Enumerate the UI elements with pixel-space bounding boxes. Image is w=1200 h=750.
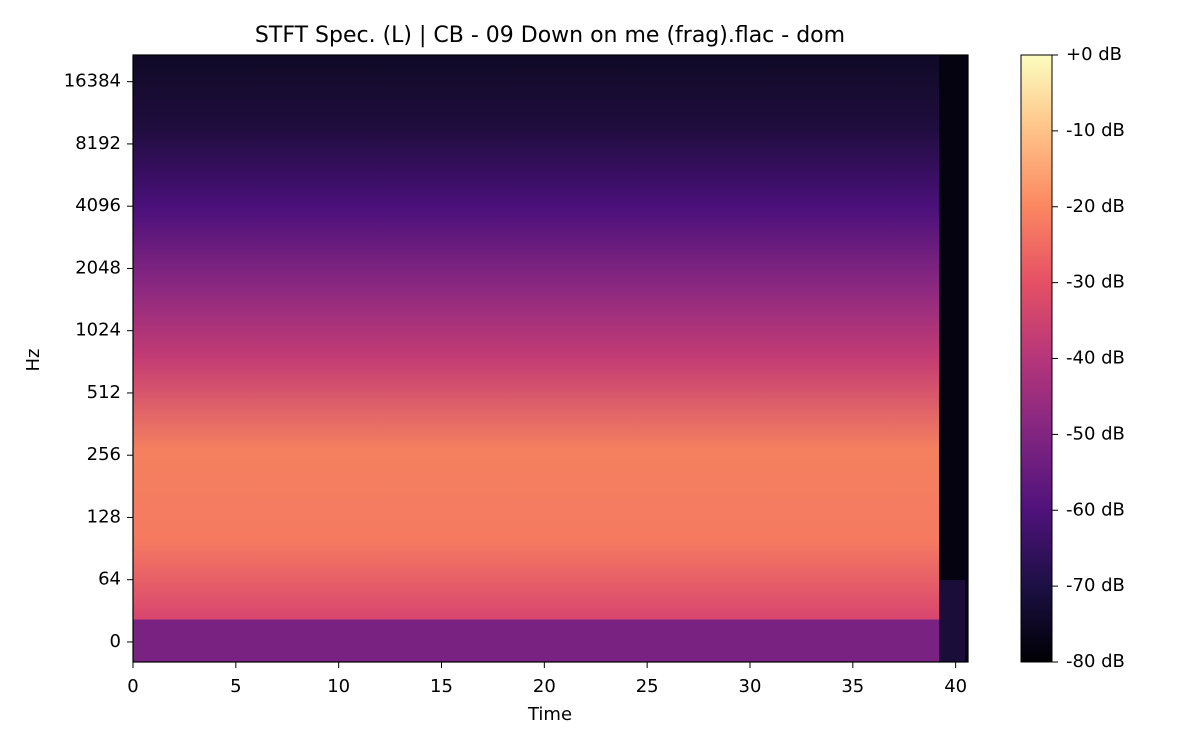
y-tick-label: 64 [98, 569, 121, 590]
colorbar-tick-label: -80 dB [1066, 651, 1125, 672]
y-tick-label: 8192 [75, 133, 121, 154]
colorbar-tick-label: -10 dB [1066, 120, 1125, 141]
x-tick-label: 30 [739, 676, 762, 697]
colorbar-tick-label: -40 dB [1066, 348, 1125, 369]
y-tick-label: 2048 [75, 257, 121, 278]
colorbar-tick-label: -20 dB [1066, 196, 1125, 217]
x-tick-label: 5 [230, 676, 241, 697]
x-axis-label: Time [527, 704, 572, 725]
plot-area [132, 54, 969, 663]
x-tick-label: 40 [944, 676, 967, 697]
x-tick-label: 35 [841, 676, 864, 697]
y-tick-label: 0 [110, 631, 121, 652]
chart-title: STFT Spec. (L) | CB - 09 Down on me (fra… [255, 23, 845, 48]
spectrogram-silence [939, 55, 968, 662]
x-tick-label: 10 [327, 676, 350, 697]
x-tick-label: 0 [127, 676, 138, 697]
axes-frame [132, 54, 969, 663]
y-tick-label: 128 [87, 506, 121, 527]
y-tick-label: 4096 [75, 195, 121, 216]
colorbar-tick-label: -30 dB [1066, 272, 1125, 293]
spectrogram-image [133, 55, 968, 662]
y-tick-label: 256 [87, 444, 121, 465]
colorbar-tick-label: -60 dB [1066, 499, 1125, 520]
y-tick-label: 1024 [75, 320, 121, 341]
y-axis-label: Hz [23, 349, 44, 372]
colorbar-tick-label: -50 dB [1066, 423, 1125, 444]
colorbar-tick-label: -70 dB [1066, 575, 1125, 596]
y-tick-label: 16384 [64, 71, 121, 92]
x-tick-label: 15 [430, 676, 453, 697]
x-tick-label: 20 [533, 676, 556, 697]
colorbar-tick-label: +0 dB [1066, 44, 1122, 65]
spectrogram-silence-low [939, 580, 965, 662]
colorbar [1020, 54, 1053, 663]
y-tick-label: 512 [87, 382, 121, 403]
x-tick-label: 25 [636, 676, 659, 697]
